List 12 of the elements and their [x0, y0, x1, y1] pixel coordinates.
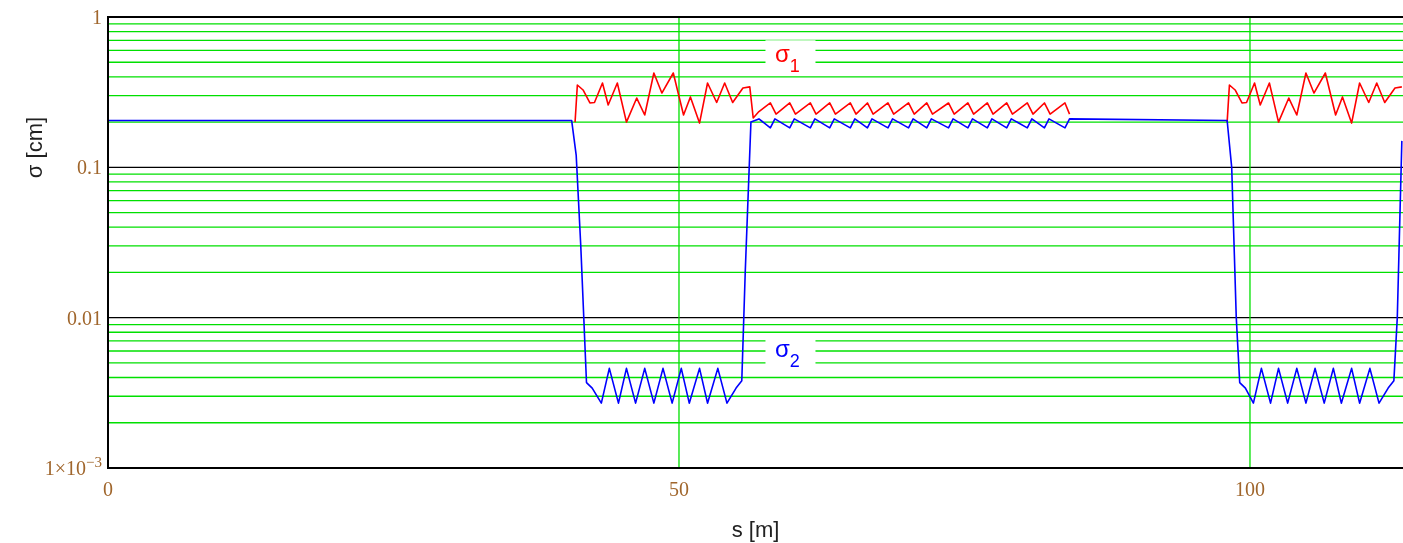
- series-label: σ$_{2}$: [775, 334, 800, 371]
- series-label: σ$_{1}$: [775, 40, 800, 77]
- line-series: [107, 118, 1403, 404]
- y-axis-title: σ [cm]: [22, 116, 47, 179]
- y-tick-label: 1: [92, 6, 102, 28]
- x-axis-title: s [m]: [731, 517, 780, 542]
- x-tick-label: 50: [668, 478, 689, 500]
- y-tick-label: 0.01: [67, 306, 102, 329]
- y-tick-label: 0.1: [77, 156, 102, 179]
- y-tick-label: 1×10$^{−3}$: [44, 454, 102, 479]
- x-tick-label: 100: [1234, 478, 1265, 500]
- x-tick-label: 0: [103, 478, 113, 500]
